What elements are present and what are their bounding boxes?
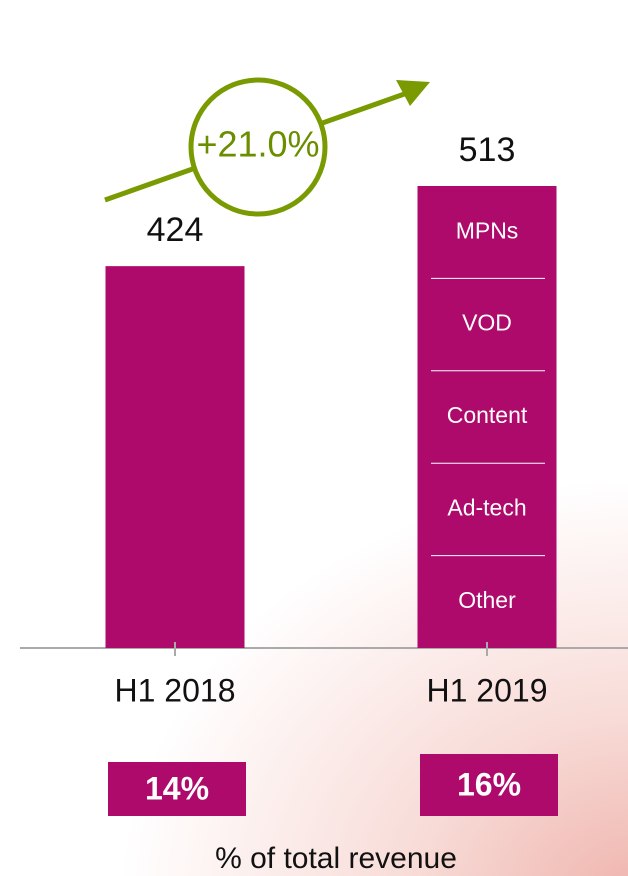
share-label: 16% <box>457 766 521 802</box>
value-label: 424 <box>147 211 204 249</box>
bar <box>105 266 245 648</box>
x-tick-label: H1 2019 <box>427 672 548 708</box>
share-label: 14% <box>145 770 209 806</box>
segment-label: MPNs <box>456 217 519 243</box>
value-label: 513 <box>459 131 516 169</box>
growth-arrow: +21.0% <box>104 77 430 217</box>
share-title: % of total revenue <box>215 842 457 875</box>
share-box <box>108 762 246 816</box>
x-tick-label: H1 2018 <box>115 672 236 708</box>
bar <box>417 186 557 648</box>
annotation-circle <box>188 77 328 217</box>
segment-label: Content <box>447 402 528 428</box>
segment-label: Ad-tech <box>447 494 526 520</box>
share-box <box>420 754 558 816</box>
segment-label: Other <box>458 587 516 613</box>
annotation: +21.0% <box>196 124 319 165</box>
arrow-head <box>396 80 430 106</box>
segment-label: VOD <box>462 310 512 336</box>
